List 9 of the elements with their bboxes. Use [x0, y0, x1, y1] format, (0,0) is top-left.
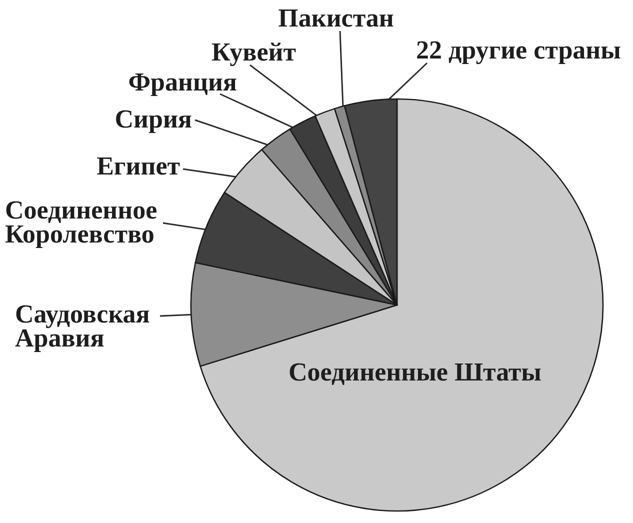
slice-label: Соединенные Штаты — [288, 358, 542, 386]
slice-label: Пакистан — [278, 4, 394, 32]
slice-label: Египет — [96, 152, 180, 180]
slice-label: Франция — [128, 68, 237, 96]
slice-label: 22 другие страны — [416, 36, 621, 64]
slice-label: Сирия — [114, 104, 192, 134]
slice-label: Саудовская Аравия — [15, 300, 150, 352]
slice-label: Кувейт — [211, 38, 296, 66]
slice-label: Соединенное Королевство — [5, 196, 158, 248]
